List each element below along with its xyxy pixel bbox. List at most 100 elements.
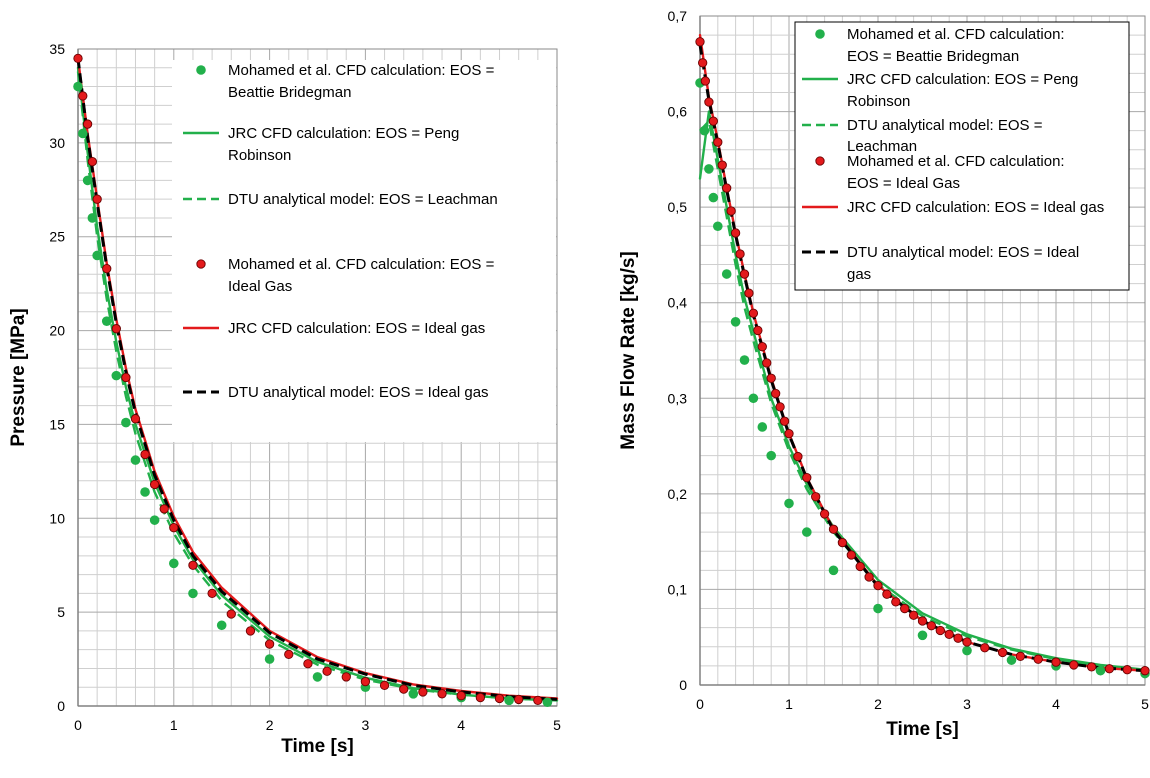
legend-box — [794, 21, 1130, 291]
legend-label: DTU analytical model: EOS = — [847, 117, 1043, 134]
data-point — [917, 616, 928, 626]
data-point — [739, 269, 750, 279]
y-tick-label: 10 — [49, 510, 65, 526]
legend-label: DTU analytical model: EOS = Ideal — [847, 244, 1079, 261]
data-point — [819, 509, 830, 519]
legend-label: Robinson — [847, 93, 910, 110]
x-axis-title: Time [s] — [281, 736, 354, 757]
data-point — [542, 697, 553, 708]
legend-entry-1: Mohamed et al. CFD calculation: EOS = Bea… — [196, 62, 495, 101]
data-point — [102, 263, 112, 274]
legend-entry-6: DTU analytical model: EOS = Ideal gas — [183, 384, 489, 401]
legend-label: EOS = Beattie Bridegman — [847, 48, 1019, 65]
data-point — [730, 228, 741, 238]
data-point — [699, 125, 710, 136]
legend-entry-5: JRC CFD calculation: EOS = Ideal gas — [802, 199, 1104, 216]
data-point — [700, 76, 710, 86]
data-point — [121, 372, 131, 383]
data-point — [855, 561, 865, 572]
data-point — [753, 325, 763, 336]
data-point — [811, 492, 821, 502]
y-tick-label: 0,2 — [668, 486, 688, 502]
legend-entry-3: DTU analytical model: EOS = Leachman — [802, 117, 1043, 155]
legend-label: DTU analytical model: EOS = Leachman — [228, 191, 498, 208]
data-point — [828, 565, 839, 576]
data-point — [226, 609, 236, 619]
chart-2: 0 1 2 3 4 5 0 0,1 0,2 0,3 0,4 0,5 0,6 0,7 Time [s] Mass… — [618, 8, 1150, 740]
x-tick-label: 3 — [362, 717, 370, 733]
y-tick-label: 0,3 — [668, 390, 688, 406]
legend-marker — [815, 29, 825, 39]
chart-1: 0 1 2 3 4 5 0 5 10 15 20 25 30 35 Time [s] Pressure [MP… — [8, 41, 561, 757]
legend-entry-2: JRC CFD calculation: EOS = Peng Robinson — [802, 71, 1078, 110]
data-point — [78, 91, 88, 101]
data-point — [708, 116, 718, 126]
data-point — [207, 588, 217, 599]
data-point — [101, 316, 112, 326]
legend-label: JRC CFD calculation: EOS = Peng — [228, 125, 459, 142]
y-tick-label: 25 — [49, 229, 65, 245]
data-point — [379, 680, 390, 691]
data-point — [1122, 665, 1132, 675]
data-point — [1033, 654, 1043, 664]
y-tick-label: 35 — [49, 41, 65, 57]
data-point — [775, 402, 785, 412]
legend-label: gas — [847, 266, 871, 283]
data-point — [980, 643, 990, 653]
data-point — [1104, 664, 1115, 674]
x-tick-label: 4 — [1052, 696, 1060, 712]
data-point — [514, 694, 524, 705]
data-point — [82, 119, 93, 129]
data-point — [140, 487, 150, 497]
y-tick-label: 30 — [49, 135, 65, 151]
legend-entry-4: Mohamed et al. CFD calculation: EOS = Ide… — [196, 256, 495, 295]
data-point — [73, 53, 83, 64]
y-tick-label: 20 — [49, 323, 65, 339]
data-point — [944, 629, 954, 639]
x-tick-label: 0 — [74, 717, 82, 733]
data-point — [1095, 665, 1106, 676]
series-3 — [699, 119, 1146, 672]
data-point — [504, 695, 514, 706]
data-point — [130, 414, 141, 424]
data-point — [111, 370, 122, 381]
data-point — [1069, 660, 1079, 670]
data-point — [87, 156, 98, 167]
data-point — [882, 589, 892, 599]
x-tick-label: 2 — [874, 696, 882, 712]
data-point — [494, 693, 505, 704]
data-point — [962, 637, 972, 647]
data-point — [695, 37, 705, 47]
x-tick-label: 1 — [170, 717, 178, 733]
x-tick-label: 2 — [266, 717, 274, 733]
legend-entry-6: DTU analytical model: EOS = Ideal gas — [802, 244, 1079, 283]
data-point — [1140, 666, 1150, 676]
legend-background — [172, 60, 556, 442]
data-point — [846, 550, 856, 560]
data-point — [169, 523, 179, 533]
y-axis-title: Mass Flow Rate [kg/s] — [618, 251, 639, 450]
data-point — [771, 388, 781, 399]
data-point — [284, 649, 294, 660]
data-point — [748, 308, 759, 318]
data-point — [1051, 657, 1061, 667]
data-point — [149, 515, 160, 525]
data-point — [121, 417, 131, 428]
data-point — [456, 691, 466, 701]
data-point — [216, 620, 227, 631]
data-point — [997, 647, 1008, 658]
data-point — [245, 626, 256, 636]
data-point — [917, 630, 928, 641]
x-axis-title: Time [s] — [886, 719, 959, 740]
data-point — [802, 472, 812, 483]
x-tick-label: 0 — [696, 696, 704, 712]
y-tick-label: 5 — [57, 604, 65, 620]
legend-label: JRC CFD calculation: EOS = Peng — [847, 71, 1078, 88]
legend-entry-5: JRC CFD calculation: EOS = Ideal gas — [183, 320, 485, 337]
x-tick-label: 3 — [963, 696, 971, 712]
data-point — [735, 249, 745, 259]
data-point — [92, 194, 102, 204]
legend-label: Beattie Bridegman — [228, 84, 351, 101]
data-point — [87, 213, 98, 223]
legend-label: JRC CFD calculation: EOS = Ideal gas — [847, 199, 1104, 216]
